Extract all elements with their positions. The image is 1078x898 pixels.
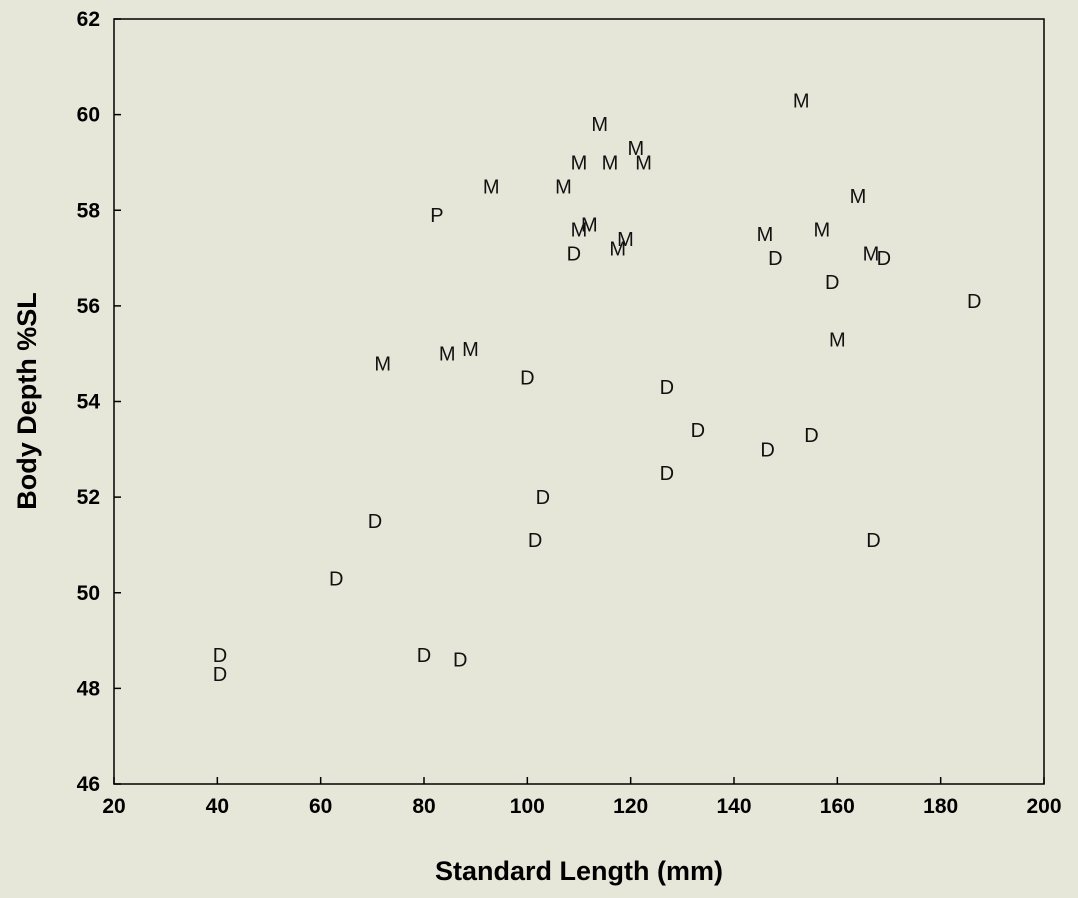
data-point-d: D — [417, 645, 431, 667]
data-point-m: M — [483, 176, 500, 198]
data-point-d: D — [967, 291, 981, 313]
x-tick-label: 60 — [309, 795, 332, 818]
x-tick-label: 40 — [206, 795, 229, 818]
y-tick-label: 48 — [77, 677, 101, 700]
x-tick-label: 160 — [820, 795, 855, 818]
data-point-m: M — [555, 176, 572, 198]
y-tick-label: 54 — [77, 391, 101, 414]
data-point-m: M — [829, 329, 846, 351]
axis-ticks: 20 40 60 80 100 120 140 160 180 200 46 48 50 52 54 56 58… — [77, 8, 1062, 818]
y-tick-label: 58 — [77, 199, 101, 222]
x-tick-label: 80 — [412, 795, 435, 818]
data-point-d: D — [567, 243, 581, 265]
data-point-m: M — [581, 215, 598, 237]
data-point-m: M — [462, 339, 479, 361]
data-point-m: M — [602, 152, 619, 174]
data-point-d: D — [453, 650, 467, 672]
data-point-d: D — [213, 645, 227, 667]
data-point-d: D — [536, 487, 550, 509]
data-point-m: M — [850, 186, 867, 208]
data-point-d: D — [691, 420, 705, 442]
data-point-d: D — [866, 530, 880, 552]
data-point-d: D — [213, 664, 227, 686]
data-point-m: M — [374, 353, 391, 375]
data-point-d: D — [368, 511, 382, 533]
y-tick-label: 60 — [77, 104, 100, 127]
data-point-m: M — [793, 90, 810, 112]
data-point-m: M — [617, 229, 634, 251]
y-tick-label: 62 — [77, 8, 100, 31]
y-axis-title: Body Depth %SL — [12, 292, 42, 510]
data-point-p: P — [430, 205, 443, 227]
data-point-m: M — [571, 152, 588, 174]
data-point-m: M — [439, 344, 456, 366]
data-point-m: M — [627, 138, 644, 160]
x-tick-label: 200 — [1026, 795, 1061, 818]
data-point-m: M — [863, 243, 880, 265]
data-point-d: D — [804, 425, 818, 447]
y-tick-label: 46 — [77, 773, 100, 796]
data-point-d: D — [329, 568, 343, 590]
data-point-d: D — [660, 463, 674, 485]
y-tick-label: 56 — [77, 295, 100, 318]
data-point-d: D — [660, 377, 674, 399]
data-point-d: D — [528, 530, 542, 552]
data-point-d: D — [825, 272, 839, 294]
y-tick-label: 50 — [77, 582, 100, 605]
x-tick-label: 180 — [923, 795, 958, 818]
x-tick-label: 20 — [102, 795, 125, 818]
data-point-m: M — [591, 114, 608, 136]
x-tick-label: 100 — [510, 795, 545, 818]
data-point-d: D — [520, 368, 534, 390]
data-point-m: M — [571, 219, 588, 241]
data-point-m: M — [813, 219, 830, 241]
data-point-m: M — [757, 224, 774, 246]
data-point-m: M — [609, 239, 626, 261]
x-tick-label: 120 — [613, 795, 648, 818]
data-point-d: D — [760, 439, 774, 461]
data-point-d: D — [877, 248, 891, 270]
data-point-m: M — [635, 152, 652, 174]
plot-area — [113, 18, 1045, 785]
y-tick-label: 52 — [77, 486, 100, 509]
data-point-d: D — [768, 248, 782, 270]
x-axis-title: Standard Length (mm) — [435, 856, 723, 886]
x-tick-label: 140 — [716, 795, 751, 818]
